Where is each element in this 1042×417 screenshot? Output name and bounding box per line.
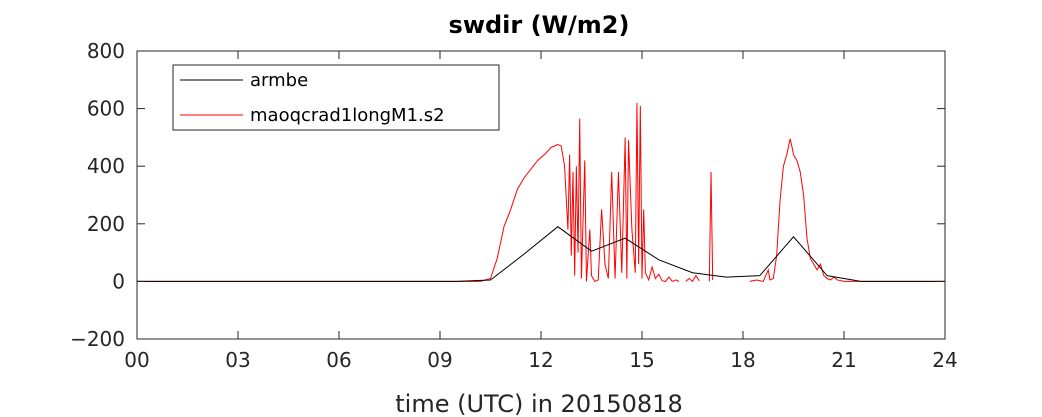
y-tick-label: 0 [112, 269, 125, 293]
series-line-maoqcrad-segment-1 [137, 102, 680, 283]
x-tick-label: 03 [225, 348, 250, 372]
y-tick-label: 200 [87, 212, 125, 236]
x-tick-label: 24 [932, 348, 957, 372]
x-tick-label: 06 [326, 348, 351, 372]
chart-title: swdir (W/m2) [449, 11, 630, 39]
legend-entry-armbe: armbe [250, 70, 308, 91]
series-line-armbe [137, 226, 945, 282]
x-tick-label: 15 [629, 348, 654, 372]
x-tick-label: 21 [831, 348, 856, 372]
x-tick-label: 18 [730, 348, 755, 372]
legend-entry-maoqcrad: maoqcrad1longM1.s2 [250, 105, 445, 126]
y-axis: −200 0 200 400 600 800 [70, 39, 945, 351]
y-tick-label: −200 [70, 327, 125, 351]
legend-box [172, 64, 500, 131]
x-tick-label: 09 [427, 348, 452, 372]
y-tick-label: 400 [87, 154, 125, 178]
y-tick-label: 800 [87, 39, 125, 63]
series-line-maoqcrad-segment-3 [708, 171, 714, 282]
y-tick-label: 600 [87, 97, 125, 121]
x-axis: 00 03 06 09 12 15 18 21 24 [124, 51, 958, 372]
x-tick-label: 00 [124, 348, 149, 372]
plot-area [137, 102, 945, 283]
x-axis-label: time (UTC) in 20150818 [395, 390, 682, 417]
series-line-maoqcrad-segment-4 [749, 138, 945, 282]
series-line-maoqcrad-segment-2 [685, 274, 700, 283]
legend: armbe maoqcrad1longM1.s2 [172, 64, 500, 131]
x-tick-label: 12 [528, 348, 553, 372]
